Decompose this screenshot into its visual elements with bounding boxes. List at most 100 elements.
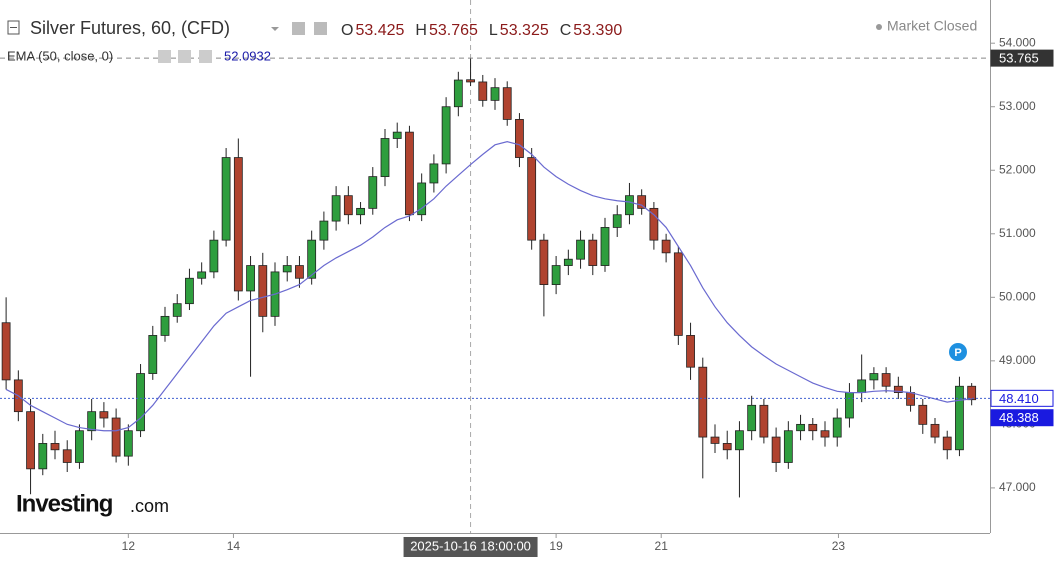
market-status: Market Closed	[887, 18, 977, 34]
indicator-value: 52.0932	[224, 48, 271, 63]
p-badge[interactable]	[949, 343, 967, 361]
candle-body	[771, 436, 781, 463]
icon[interactable]	[199, 50, 212, 63]
candle-body	[221, 157, 231, 241]
ema-line	[5, 141, 972, 432]
crosshair-label-box	[403, 537, 538, 557]
candle-body	[441, 106, 451, 165]
ohlc-value: 53.390	[573, 22, 622, 39]
candle-body	[123, 430, 133, 457]
icon[interactable]	[158, 50, 171, 63]
price-label: 48.388	[999, 410, 1039, 425]
candle-body	[246, 265, 255, 292]
status-dot	[876, 24, 882, 30]
x-tick-label: 19	[549, 539, 563, 553]
candle-body	[747, 404, 757, 432]
candle-body	[588, 239, 598, 266]
candle-body	[50, 443, 60, 451]
candle-body	[698, 366, 708, 438]
ohlc-value: 53.425	[355, 22, 404, 39]
candle-body	[26, 411, 35, 470]
candle-body	[282, 265, 292, 273]
candle-body	[576, 239, 585, 260]
ohlc-key: O	[341, 22, 353, 39]
candle-body	[209, 239, 219, 273]
candle-body	[99, 411, 109, 419]
candle-body	[930, 423, 940, 438]
candle-body	[1, 322, 11, 381]
candle-body	[197, 271, 207, 279]
ohlc-key: L	[489, 22, 498, 39]
candle-body	[453, 79, 463, 108]
x-tick-label: 23	[832, 539, 846, 553]
p-badge-text: P	[954, 347, 961, 359]
price-label-box	[990, 389, 1054, 407]
candle-body	[331, 195, 341, 222]
icon[interactable]	[314, 22, 327, 35]
icon[interactable]	[292, 22, 305, 35]
dropdown[interactable]	[271, 27, 279, 31]
candle-body	[967, 385, 977, 401]
candle-body	[600, 227, 610, 266]
candle-body	[796, 423, 805, 432]
candle-body	[845, 392, 854, 419]
price-label-box	[990, 409, 1054, 427]
candle-body	[502, 87, 512, 120]
candle-body	[942, 436, 952, 451]
candle-body	[160, 315, 170, 336]
chart-title: Silver Futures, 60, (CFD)	[30, 18, 230, 38]
price-label: 53.765	[999, 51, 1039, 66]
candle-body	[673, 252, 683, 336]
crosshair-label: 2025-10-16 18:00:00	[410, 538, 531, 553]
candle-body	[490, 87, 500, 101]
collapse-icon[interactable]	[7, 20, 20, 35]
candle-body	[661, 239, 671, 254]
candle-body	[759, 404, 769, 438]
y-tick-label: 54.000	[999, 35, 1036, 49]
candle-body	[881, 373, 891, 387]
x-tick-label: 21	[655, 539, 669, 553]
candle-body	[832, 417, 842, 438]
candle-body	[955, 385, 964, 451]
candle-body	[148, 335, 158, 374]
x-tick-label: 14	[227, 539, 241, 553]
candle-body	[356, 207, 365, 216]
icon[interactable]	[178, 50, 191, 63]
price-label: 48.410	[999, 391, 1039, 406]
candle-body	[893, 385, 903, 394]
candle-body	[307, 239, 317, 279]
candle-body	[172, 303, 182, 317]
ohlc-value: 53.325	[500, 22, 549, 39]
candle-body	[258, 265, 268, 317]
candle-body	[637, 195, 647, 209]
candle-body	[136, 373, 145, 432]
candle-body	[722, 443, 732, 451]
candle-body	[625, 195, 634, 216]
candle-body	[478, 81, 488, 101]
candle-body	[686, 335, 695, 368]
y-tick-label: 53.000	[999, 99, 1036, 113]
brand-suffix: .com	[130, 496, 169, 516]
candle-body	[62, 449, 72, 463]
candle-body	[527, 157, 537, 241]
candle-body	[87, 411, 97, 432]
candle-body	[783, 430, 793, 463]
y-tick-label: 49.000	[999, 353, 1036, 367]
price-label-box	[990, 49, 1054, 67]
y-tick-label: 51.000	[999, 226, 1036, 240]
candle-body	[906, 392, 915, 406]
candle-body	[820, 430, 830, 438]
candle-body	[857, 379, 867, 394]
candle-body	[111, 417, 121, 457]
candle-body	[735, 430, 744, 451]
candle-body	[551, 265, 561, 286]
candle-body	[563, 258, 573, 266]
x-tick-label: 12	[122, 539, 136, 553]
ohlc-key: C	[560, 22, 572, 39]
candle-body	[380, 138, 390, 178]
candle-body	[75, 430, 84, 463]
candle-body	[405, 131, 414, 216]
ohlc-value: 53.765	[429, 22, 478, 39]
candle-body	[343, 195, 353, 216]
